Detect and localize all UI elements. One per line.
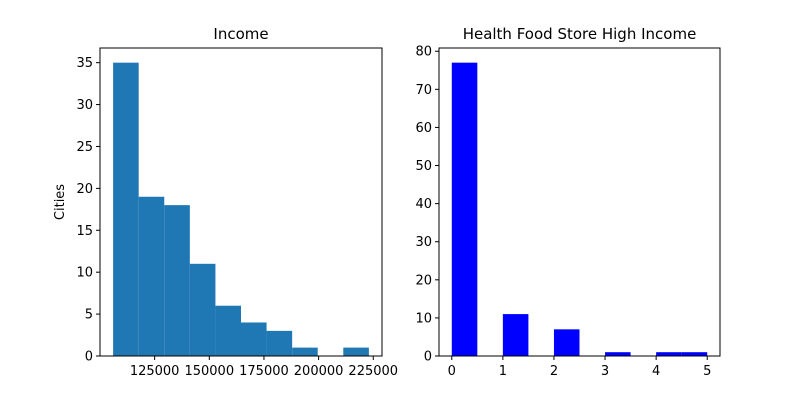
x-tick-label: 3 bbox=[601, 364, 609, 379]
y-tick-label: 0 bbox=[424, 350, 432, 365]
x-tick-label: 175000 bbox=[239, 364, 289, 379]
bar-5 bbox=[241, 322, 267, 356]
y-tick-label: 25 bbox=[76, 140, 93, 155]
y-tick-label: 20 bbox=[76, 182, 93, 197]
x-tick-label: 125000 bbox=[130, 364, 180, 379]
chart-title: Health Food Store High Income bbox=[463, 25, 697, 43]
y-tick-label: 60 bbox=[415, 121, 432, 136]
x-tick-label: 4 bbox=[652, 364, 660, 379]
chart-title: Income bbox=[213, 25, 268, 43]
bar-9 bbox=[343, 347, 369, 356]
bar-4 bbox=[553, 329, 580, 356]
x-tick-label: 225000 bbox=[348, 364, 398, 379]
y-tick-label: 0 bbox=[85, 350, 93, 365]
bar-8 bbox=[656, 352, 682, 356]
x-tick-label: 5 bbox=[703, 364, 711, 379]
y-tick-label: 20 bbox=[415, 273, 432, 288]
y-tick-label: 15 bbox=[76, 224, 93, 239]
y-tick-label: 35 bbox=[76, 56, 93, 71]
x-tick-label: 2 bbox=[550, 364, 558, 379]
bar-9 bbox=[681, 352, 708, 356]
x-tick-label: 1 bbox=[499, 364, 507, 379]
bar-2 bbox=[502, 314, 529, 356]
y-tick-label: 50 bbox=[415, 159, 432, 174]
axes-frame bbox=[99, 47, 383, 357]
y-tick-label: 10 bbox=[415, 311, 432, 326]
bar-1 bbox=[138, 196, 165, 356]
y-axis-label: Cities bbox=[53, 184, 68, 220]
bar-6 bbox=[605, 352, 631, 356]
bar-4 bbox=[215, 305, 241, 356]
bar-3 bbox=[189, 263, 216, 356]
y-tick-label: 80 bbox=[415, 45, 432, 60]
y-tick-label: 10 bbox=[76, 266, 93, 281]
y-tick-label: 30 bbox=[76, 98, 93, 113]
bar-6 bbox=[266, 330, 293, 356]
bar-7 bbox=[292, 347, 318, 356]
income-histogram: 125000 150000 175000 200000 225000 0 5 10 15 20 25… bbox=[53, 25, 398, 379]
x-tick-label: 200000 bbox=[294, 364, 344, 379]
x-tick-label: 150000 bbox=[184, 364, 234, 379]
y-tick-label: 5 bbox=[85, 308, 93, 323]
y-tick-label: 30 bbox=[415, 235, 432, 250]
y-tick-label: 40 bbox=[415, 197, 432, 212]
bar-2 bbox=[164, 205, 190, 356]
axes-frame bbox=[438, 47, 721, 357]
bar-0 bbox=[113, 62, 139, 357]
bar-0 bbox=[451, 62, 478, 357]
x-tick-label: 0 bbox=[448, 364, 456, 379]
y-tick-label: 70 bbox=[415, 83, 432, 98]
